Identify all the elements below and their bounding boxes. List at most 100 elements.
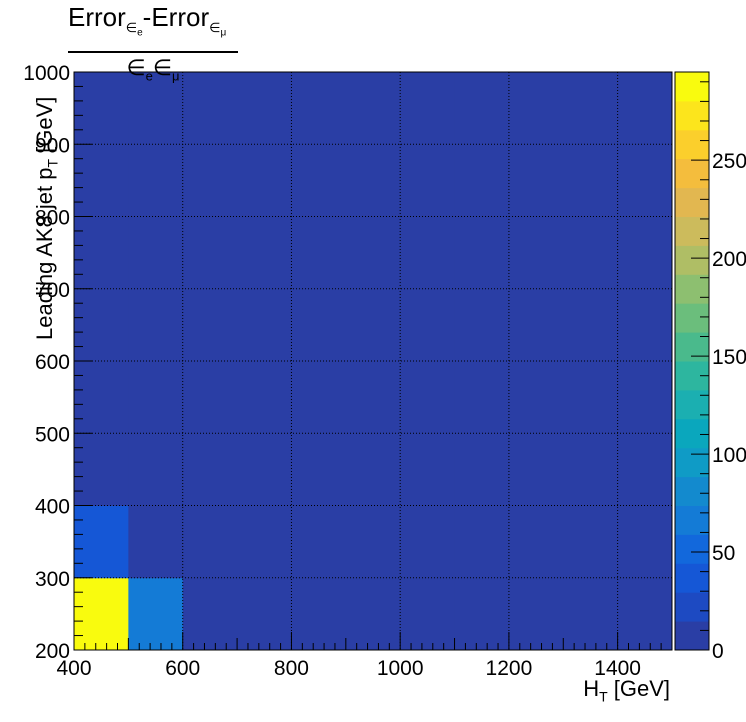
x-axis-label: HT [GeV] [583,676,670,704]
heatmap-cell [237,288,292,362]
heatmap-cell [128,505,184,579]
heatmap-cell [563,577,619,651]
title-num-b-sub: ∈ [209,20,221,36]
heatmap-cell [563,433,619,506]
heatmap-cell [237,144,292,217]
color-axis: 0 50 100 150 200 250 [691,81,746,663]
heatmap-cell [345,577,401,651]
x-label-rest: [GeV] [607,676,670,701]
y-tick-label: 800 [35,207,70,230]
y-tick-label: 600 [35,351,70,374]
heatmap-cell [617,577,673,651]
heatmap-cell [128,72,184,145]
heatmap-cell [508,216,564,290]
heatmap-cell [182,144,238,217]
heatmap-cell [291,216,347,290]
y-tick-label: 200 [35,640,70,663]
heatmap-cell [182,288,238,362]
heatmap-cell [237,433,292,506]
heatmap-cell [508,288,564,362]
heatmap-cell [508,72,564,145]
heatmap-cell [508,144,564,217]
heatmap-cell [454,361,510,434]
heatmap-cell [400,216,456,290]
palette-segment [675,505,709,535]
heatmap-cell [345,216,401,290]
title-den-b: ∈ [152,54,173,80]
chart-title: Error∈e-Error∈μ ∈e∈μ [68,0,238,89]
heatmap-cell [563,216,619,290]
title-den-b-sub: μ [172,68,180,84]
heatmap-cell [508,361,564,434]
heatmap-cell [400,288,456,362]
heatmap-cell [345,144,401,217]
y-axis: 200 300 400 500 600 700 800 900 1000 [23,62,92,663]
palette-segment [675,274,709,304]
heatmap-cell [74,361,129,434]
heatmap-cell [128,216,184,290]
heatmap-cell [345,361,401,434]
x-tick-label: 1000 [377,657,424,680]
heatmap-cell [291,144,347,217]
heatmap-cell [617,144,673,217]
heatmap-cell [454,288,510,362]
title-num-a: Error [68,2,126,32]
heatmap-cell [291,577,347,651]
palette-segment [675,418,709,449]
heatmap-cell [563,288,619,362]
title-den-a: ∈ [126,54,146,80]
heatmap-cell [400,433,456,506]
heatmap-cell [74,577,129,651]
heatmap-cell [182,505,238,579]
heatmap-cell [454,216,510,290]
heatmap-cell [617,433,673,506]
heatmap-cell [128,433,184,506]
y-tick-label: 700 [35,279,70,302]
heatmap-cell [345,433,401,506]
heatmap-cell [291,505,347,579]
y-tick-label: 300 [35,568,70,591]
heatmap-cell [563,361,619,434]
heatmap-cell [345,505,401,579]
palette-segment [675,187,709,217]
heatmap-cell [74,72,129,145]
color-palette [674,71,710,651]
heatmap-cell [563,505,619,579]
grid-lines [74,72,672,650]
heatmap-cell [508,577,564,651]
palette-segment [675,72,709,102]
heatmap-cell [617,505,673,579]
x-tick-label: 800 [274,657,309,680]
heatmap-cell [291,288,347,362]
heatmap-cell [128,144,184,217]
heatmap-cell [291,361,347,434]
heatmap-cell [74,505,129,579]
z-tick-label: 200 [712,248,746,271]
heatmap-cell [617,72,673,145]
y-label-sub: T [44,158,61,168]
heatmap-cell [182,216,238,290]
title-separator: - [142,2,152,32]
heatmap-cell [182,72,238,145]
y-label-rest: [GeV] [32,96,57,159]
y-tick-label: 900 [35,134,70,157]
x-label-main: H [583,676,600,701]
x-tick-label: 600 [165,657,200,680]
heatmap-cell [617,216,673,290]
heatmap-cell [563,72,619,145]
palette-segment [675,447,709,478]
heatmap-cell [237,505,292,579]
heatmap-cell [182,577,238,651]
x-axis: 400 600 800 1000 1200 1400 [56,632,673,680]
heatmap-cell [291,433,347,506]
heatmap-cell [508,433,564,506]
palette-segment [675,245,709,275]
y-label-main: Leading AK8 jet p [32,167,57,340]
heatmap-cell [454,577,510,651]
heatmap-cell [128,361,184,434]
palette-segment [675,476,709,506]
z-tick-label: 0 [712,640,724,663]
heatmap-cell [182,433,238,506]
heatmap-cell [400,505,456,579]
